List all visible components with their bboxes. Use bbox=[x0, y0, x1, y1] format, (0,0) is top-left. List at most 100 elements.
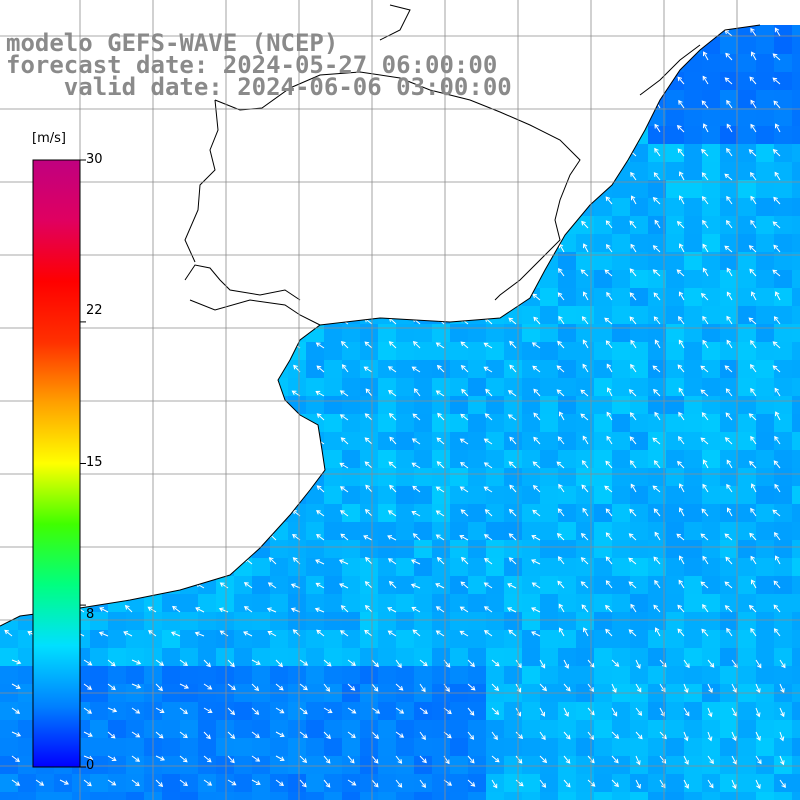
wind-cell bbox=[756, 612, 774, 630]
wind-arrow bbox=[775, 555, 781, 565]
wind-arrow-head bbox=[388, 461, 394, 467]
wind-cell bbox=[720, 540, 738, 558]
wind-arrow bbox=[559, 411, 565, 421]
wind-arrow bbox=[340, 510, 349, 517]
wind-arrow bbox=[267, 631, 277, 637]
wind-arrow-head bbox=[725, 388, 731, 393]
wind-cell bbox=[792, 666, 800, 684]
wind-arrow bbox=[123, 631, 133, 637]
wind-cell bbox=[108, 774, 126, 792]
wind-arrow bbox=[219, 608, 229, 613]
wind-arrow-head bbox=[351, 733, 356, 739]
wind-cell bbox=[612, 198, 630, 216]
wind-arrow bbox=[707, 779, 714, 788]
wind-arrow-head bbox=[158, 782, 164, 787]
wind-arrow-head bbox=[756, 784, 761, 790]
wind-arrow-head bbox=[316, 413, 322, 418]
wind-cell bbox=[630, 774, 648, 792]
wind-arrow bbox=[630, 460, 637, 469]
wind-arrow-head bbox=[751, 51, 756, 57]
wind-arrow bbox=[365, 557, 373, 565]
wind-arrow bbox=[755, 755, 762, 764]
wind-arrow bbox=[316, 365, 325, 373]
wind-arrow-head bbox=[750, 627, 755, 633]
wind-arrow bbox=[582, 339, 589, 349]
wind-arrow-head bbox=[653, 292, 659, 298]
wind-cell bbox=[198, 756, 216, 774]
wind-cell bbox=[666, 738, 684, 756]
wind-arrow bbox=[750, 364, 757, 373]
wind-cell bbox=[18, 612, 36, 630]
wind-cell bbox=[738, 36, 756, 54]
wind-arrow bbox=[539, 755, 547, 763]
wind-arrow bbox=[679, 291, 685, 301]
wind-arrow-head bbox=[727, 507, 732, 513]
wind-cell bbox=[720, 486, 738, 504]
wind-arrow-head bbox=[533, 388, 539, 394]
wind-cell bbox=[162, 648, 180, 666]
wind-arrow bbox=[539, 707, 545, 717]
wind-arrow bbox=[508, 461, 517, 469]
wind-arrow bbox=[131, 731, 140, 738]
wind-arrow-head bbox=[676, 221, 682, 226]
wind-arrow-head bbox=[111, 685, 116, 691]
wind-arrow-head bbox=[279, 756, 285, 761]
wind-arrow bbox=[707, 707, 712, 717]
wind-arrow-head bbox=[636, 783, 641, 789]
wind-arrow-head bbox=[726, 267, 732, 273]
wind-cell bbox=[576, 450, 594, 468]
wind-cell bbox=[756, 594, 774, 612]
wind-cell bbox=[558, 450, 576, 468]
wind-arrow-head bbox=[194, 631, 200, 637]
wind-cell bbox=[594, 648, 612, 666]
wind-cell bbox=[720, 216, 738, 234]
wind-arrow-head bbox=[724, 581, 730, 587]
wind-cell bbox=[342, 450, 360, 468]
wind-arrow bbox=[491, 779, 498, 788]
wind-arrow-head bbox=[364, 581, 370, 586]
wind-cell bbox=[360, 702, 378, 720]
wind-arrow bbox=[203, 683, 212, 690]
wind-cell bbox=[108, 792, 126, 800]
wind-arrow bbox=[774, 628, 781, 637]
wind-arrow bbox=[413, 533, 421, 541]
wind-cell bbox=[342, 576, 360, 594]
wind-cell bbox=[414, 378, 432, 396]
wind-arrow-head bbox=[683, 688, 689, 694]
wind-arrow-head bbox=[580, 557, 586, 562]
wind-cell bbox=[468, 324, 486, 342]
wind-cell bbox=[126, 738, 144, 756]
wind-arrow-head bbox=[316, 629, 322, 635]
wind-arrow-head bbox=[268, 557, 274, 562]
wind-cell bbox=[738, 774, 756, 792]
wind-arrow-head bbox=[700, 365, 706, 371]
wind-cell bbox=[720, 666, 738, 684]
wind-cell bbox=[720, 774, 738, 792]
wind-cell bbox=[648, 252, 666, 270]
wind-cell bbox=[594, 234, 612, 252]
wind-arrow-head bbox=[469, 735, 475, 740]
wind-arrow bbox=[631, 195, 637, 205]
wind-arrow-head bbox=[436, 461, 442, 466]
wind-arrow-head bbox=[410, 583, 416, 589]
wind-arrow bbox=[775, 411, 781, 421]
wind-arrow bbox=[339, 462, 349, 469]
wind-arrow-head bbox=[556, 365, 562, 370]
wind-cell bbox=[738, 576, 756, 594]
wind-arrow bbox=[606, 532, 613, 541]
wind-arrow bbox=[678, 340, 685, 349]
wind-cell bbox=[432, 324, 450, 342]
wind-arrow-head bbox=[158, 733, 164, 739]
wind-cell bbox=[126, 756, 144, 774]
wind-arrow-head bbox=[654, 219, 659, 225]
wind-arrow-head bbox=[290, 583, 296, 588]
wind-arrow bbox=[702, 556, 709, 565]
wind-arrow bbox=[774, 532, 781, 541]
wind-arrow bbox=[347, 755, 355, 764]
wind-cell bbox=[396, 612, 414, 630]
wind-cell bbox=[288, 702, 306, 720]
wind-arrow bbox=[700, 581, 709, 589]
wind-cell bbox=[414, 612, 432, 630]
wind-cell bbox=[666, 558, 684, 576]
wind-arrow-head bbox=[678, 339, 684, 345]
